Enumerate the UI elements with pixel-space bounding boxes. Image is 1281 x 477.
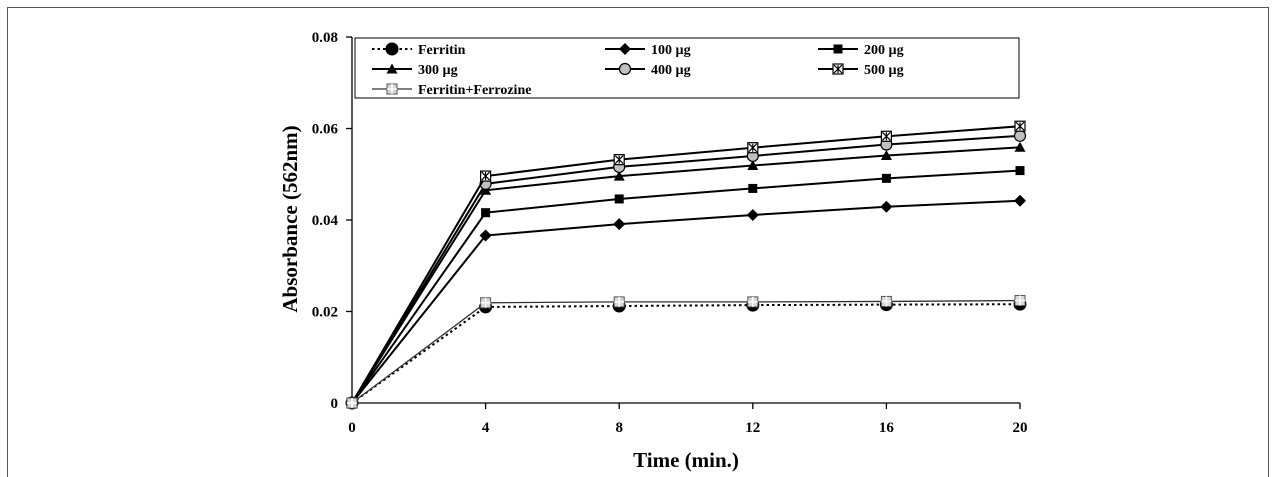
- legend-item: 100 µg: [605, 43, 691, 58]
- data-point: [480, 170, 492, 182]
- legend-marker: [386, 83, 398, 95]
- y-tick-label: 0.08: [312, 30, 338, 46]
- data-point: [881, 173, 891, 183]
- data-point: [1014, 194, 1026, 207]
- data-point: [880, 130, 893, 142]
- data-point: [880, 200, 893, 213]
- legend-marker: [832, 63, 844, 75]
- legend-item: Ferritin: [372, 42, 466, 58]
- data-point: [346, 397, 358, 409]
- data-point: [746, 208, 759, 221]
- series-1: [345, 297, 1027, 410]
- series-line: [351, 303, 1021, 404]
- data-point: [479, 229, 492, 242]
- legend-item: Ferritin+Ferrozine: [372, 83, 531, 98]
- data-point: [1014, 120, 1026, 132]
- legend-label: Ferritin: [418, 43, 466, 58]
- x-tick-label: 8: [615, 420, 623, 436]
- series-line: [351, 146, 1021, 404]
- series-line: [351, 134, 1021, 404]
- data-point: [481, 208, 491, 218]
- data-point: [613, 154, 625, 166]
- legend-box: [354, 37, 1020, 99]
- data-point: [1014, 295, 1026, 307]
- y-tick-label: 0.04: [312, 213, 339, 229]
- x-tick-label: 4: [482, 420, 490, 436]
- series-3: [347, 166, 1025, 408]
- series-line: [351, 125, 1021, 404]
- data-point: [1013, 129, 1027, 142]
- legend-marker: [385, 42, 399, 56]
- legend-item: 200 µg: [818, 43, 904, 58]
- legend-item: 500 µg: [818, 63, 904, 78]
- legend-label: Ferritin+Ferrozine: [418, 83, 531, 98]
- series-line: [351, 169, 1021, 404]
- data-point: [748, 183, 758, 193]
- series-7: [346, 295, 1026, 409]
- data-point: [747, 296, 759, 308]
- y-axis-title: Absorbance (562nm): [278, 125, 302, 312]
- x-tick-label: 20: [1013, 420, 1028, 436]
- legend-label: 200 µg: [864, 43, 904, 58]
- data-point: [1015, 166, 1025, 176]
- data-point: [614, 194, 624, 204]
- data-point: [880, 295, 892, 307]
- legend-marker: [833, 44, 843, 54]
- legend: Ferritin 100 µg 200 µg 300 µg 400 µg 500 µg Fe…: [354, 37, 1020, 99]
- axes: 0 0.02 0.04 0.06 0.08 0 4 8 12 16 20: [312, 30, 1028, 436]
- x-tick-label: 16: [879, 420, 895, 436]
- legend-marker: [619, 43, 631, 55]
- data-point: [747, 142, 759, 154]
- legend-marker: [618, 62, 632, 76]
- series-line: [351, 299, 1021, 404]
- legend-item: 400 µg: [605, 62, 691, 78]
- data-point: [747, 160, 759, 171]
- legend-marker: [386, 63, 398, 74]
- x-axis-title: Time (min.): [633, 448, 739, 472]
- series-4: [346, 141, 1026, 408]
- series-5: [345, 129, 1027, 410]
- legend-label: 500 µg: [864, 63, 904, 78]
- data-point: [613, 296, 625, 308]
- figure-frame: [7, 7, 1269, 477]
- legend-label: 100 µg: [651, 43, 691, 58]
- legend-label: 400 µg: [651, 63, 691, 78]
- series-line: [351, 199, 1021, 404]
- y-tick-label: 0.06: [312, 122, 339, 138]
- data-point: [613, 218, 626, 231]
- data-point: [1014, 141, 1026, 152]
- data-point: [880, 149, 892, 160]
- data-point: [480, 297, 492, 309]
- x-tick-label: 0: [348, 420, 356, 436]
- legend-label: 300 µg: [418, 63, 458, 78]
- legend-item: 300 µg: [372, 63, 458, 78]
- y-tick-label: 0.02: [312, 305, 338, 321]
- data-point: [613, 170, 625, 181]
- x-tick-label: 12: [745, 420, 760, 436]
- series-layer: [345, 120, 1027, 410]
- y-tick-label: 0: [331, 396, 339, 412]
